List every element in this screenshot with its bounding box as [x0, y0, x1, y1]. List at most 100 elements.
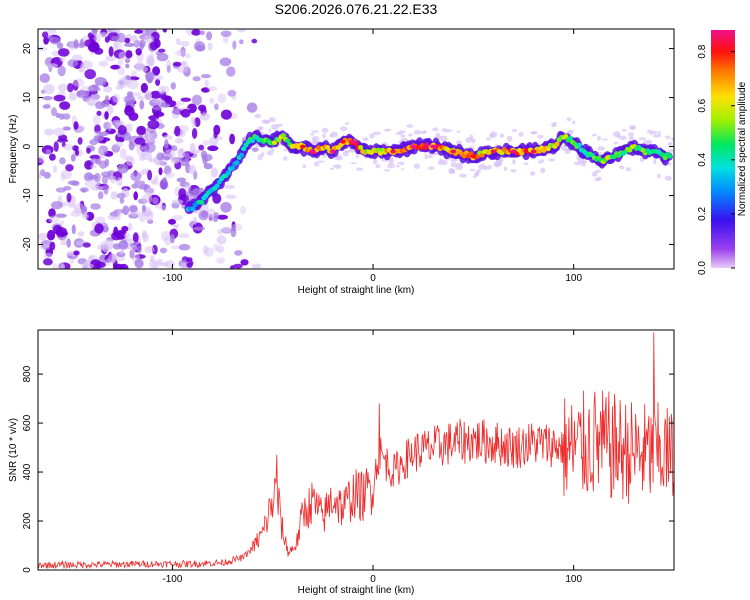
spectrogram-halo-blob	[283, 156, 288, 161]
spectrogram-halo-blob	[621, 129, 628, 132]
spectrogram-noise-blob	[84, 179, 97, 188]
spectrogram-noise-blob	[166, 65, 171, 73]
spectrogram-noise-blob	[117, 67, 125, 76]
spectrogram-halo-blob	[561, 145, 567, 151]
ridge-core-cell	[554, 141, 560, 147]
spectrogram-noise-blob	[46, 218, 53, 224]
spectrogram-halo-blob	[313, 136, 320, 142]
spectrogram-noise-blob	[184, 182, 192, 192]
spectrogram-halo-blob	[456, 130, 461, 133]
spectrogram-noise-blob	[156, 258, 163, 265]
spectrogram-noise-blob	[113, 121, 126, 127]
spectrogram-noise-blob	[65, 164, 74, 172]
spectrogram-noise-blob	[61, 142, 66, 148]
spectrogram-noise-blob	[103, 239, 114, 251]
spectrogram-noise-blob	[125, 50, 133, 59]
spectrogram-noise-blob	[174, 125, 181, 137]
spectrogram-noise-blob	[117, 163, 129, 174]
spectrogram-noise-blob	[161, 202, 166, 211]
spectrogram-noise-blob	[107, 121, 112, 132]
spectrogram-noise-blob	[192, 188, 201, 194]
spectrogram-noise-blob	[52, 224, 62, 235]
spectrogram-noise-blob	[43, 171, 51, 179]
spectrogram-halo-blob	[418, 131, 426, 134]
spectrogram-noise-blob	[102, 225, 109, 233]
spectrogram-halo-blob	[597, 146, 605, 151]
spectrogram-noise-blob	[224, 184, 235, 190]
spectrogram-noise-blob	[82, 95, 91, 102]
spectrogram-noise-blob	[110, 175, 117, 184]
colorbar-tick-label: 0.0	[697, 261, 708, 275]
spectrogram-noise-blob	[39, 73, 50, 83]
spectrogram-noise-blob	[144, 142, 156, 153]
spectrogram-noise-blob	[143, 137, 156, 144]
spectrogram-halo-blob	[445, 129, 453, 133]
spectrogram-noise-blob	[170, 245, 180, 250]
spectrogram-noise-blob	[213, 243, 219, 252]
spectrogram-noise-blob	[216, 257, 226, 264]
spectrogram-halo-blob	[602, 138, 608, 141]
spectrogram-noise-blob	[63, 143, 74, 151]
spectrogram-noise-blob	[46, 29, 57, 35]
spectrogram-noise-blob	[91, 84, 99, 89]
spectrogram-halo-blob	[373, 131, 381, 136]
spectrogram-halo-blob	[518, 131, 524, 137]
spectrogram-noise-blob	[213, 124, 221, 136]
spectrogram-noise-blob	[175, 100, 185, 106]
spectrogram-noise-blob	[107, 215, 115, 220]
spectrogram-noise-blob	[127, 237, 135, 243]
spectrogram-halo-blob	[638, 137, 647, 141]
spectrogram-halo-blob	[613, 141, 619, 145]
spectrogram-noise-blob	[57, 48, 70, 57]
spectrogram-noise-blob	[59, 55, 66, 63]
spectrogram-noise-blob	[104, 111, 109, 120]
spectrogram-noise-blob	[195, 45, 206, 52]
spectrogram-halo-blob	[530, 171, 536, 176]
spectrogram-noise-blob	[199, 30, 205, 36]
spectrogram-halo-blob	[437, 160, 445, 166]
spectrogram-noise-blob	[188, 164, 197, 175]
spectrogram-noise-blob	[159, 205, 167, 211]
spectrogram-noise-blob	[116, 192, 126, 199]
spectrogram-halo-blob	[477, 169, 481, 174]
spectrogram-noise-blob	[239, 39, 244, 45]
spectrogram-noise-blob	[171, 108, 180, 119]
spectrogram-noise-blob	[116, 209, 122, 218]
spectrogram-halo-blob	[592, 133, 597, 137]
spectrogram-halo-blob	[653, 158, 657, 165]
spectrogram-noise-blob	[130, 244, 138, 252]
spectrogram-halo-blob	[276, 123, 284, 127]
spectrogram-noise-blob	[72, 79, 79, 91]
spectrogram-noise-blob	[180, 97, 192, 102]
spectrogram-noise-blob	[159, 161, 167, 166]
spectrogram-noise-blob	[159, 179, 168, 190]
spectrogram-halo-blob	[628, 125, 637, 130]
spectrogram-halo-blob	[664, 175, 672, 181]
spectrogram-noise-blob	[147, 119, 160, 130]
spectrogram-noise-blob	[103, 121, 111, 130]
spectrogram-noise-blob	[131, 183, 140, 189]
spectrogram-noise-blob	[38, 157, 44, 166]
spectrogram-noise-blob	[84, 69, 96, 80]
spectrogram-halo-blob	[473, 173, 479, 176]
spectrogram-halo-blob	[350, 162, 357, 165]
spectrogram-noise-blob	[152, 197, 159, 205]
spectrogram-noise-blob	[152, 75, 164, 81]
snr-x-label: Height of straight line (km)	[298, 585, 415, 596]
spectrogram-noise-blob	[178, 148, 184, 156]
spectrogram-noise-blob	[101, 175, 108, 185]
ridge-core-cell	[563, 133, 569, 139]
spectrogram-noise-blob	[66, 192, 72, 203]
spectrogram-noise-blob	[43, 258, 53, 266]
ridge-core-cell	[667, 153, 673, 159]
spectrogram-noise-blob	[134, 29, 144, 34]
spectrogram-noise-blob	[204, 247, 214, 257]
spectrogram-noise-blob	[62, 126, 71, 131]
spectrogram-noise-blob	[67, 203, 77, 209]
spectrogram-noise-blob	[53, 141, 59, 153]
spectrogram-noise-blob	[52, 263, 59, 269]
spectrogram-halo-blob	[401, 168, 405, 171]
spectrogram-noise-blob	[129, 205, 138, 213]
spectrogram-noise-blob	[125, 75, 132, 81]
